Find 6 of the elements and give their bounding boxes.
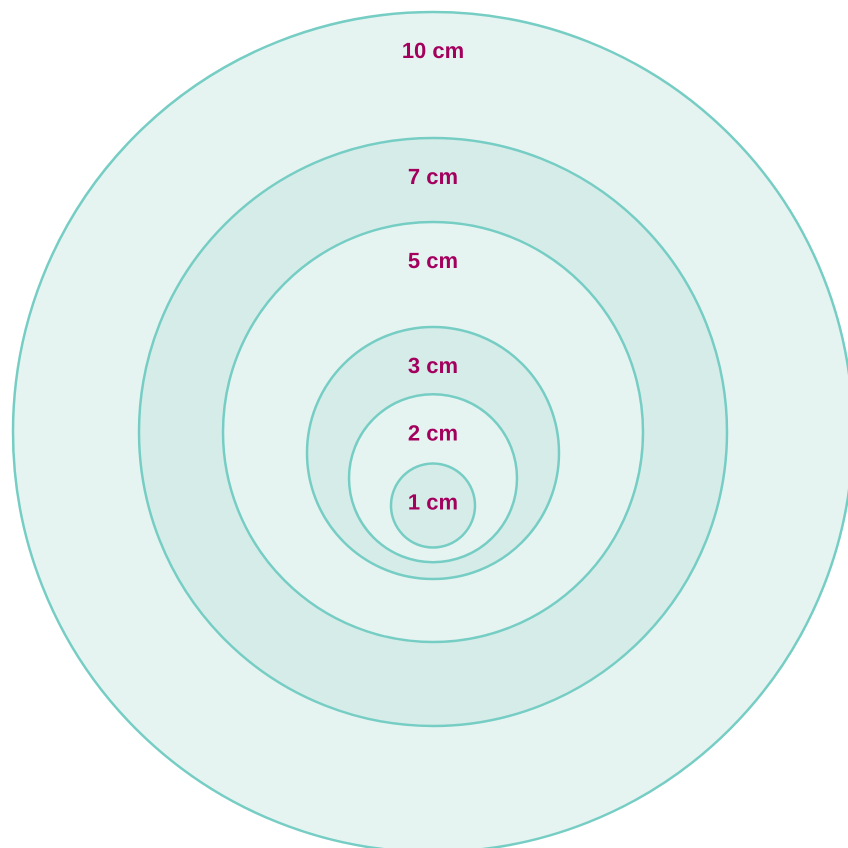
data-label: 7 cm [408, 164, 458, 190]
data-label: 5 cm [408, 248, 458, 274]
data-label: 1 cm [408, 490, 458, 515]
data-label: 2 cm [408, 420, 458, 446]
data-label: 10 cm [402, 38, 464, 64]
data-label: 3 cm [408, 353, 458, 378]
